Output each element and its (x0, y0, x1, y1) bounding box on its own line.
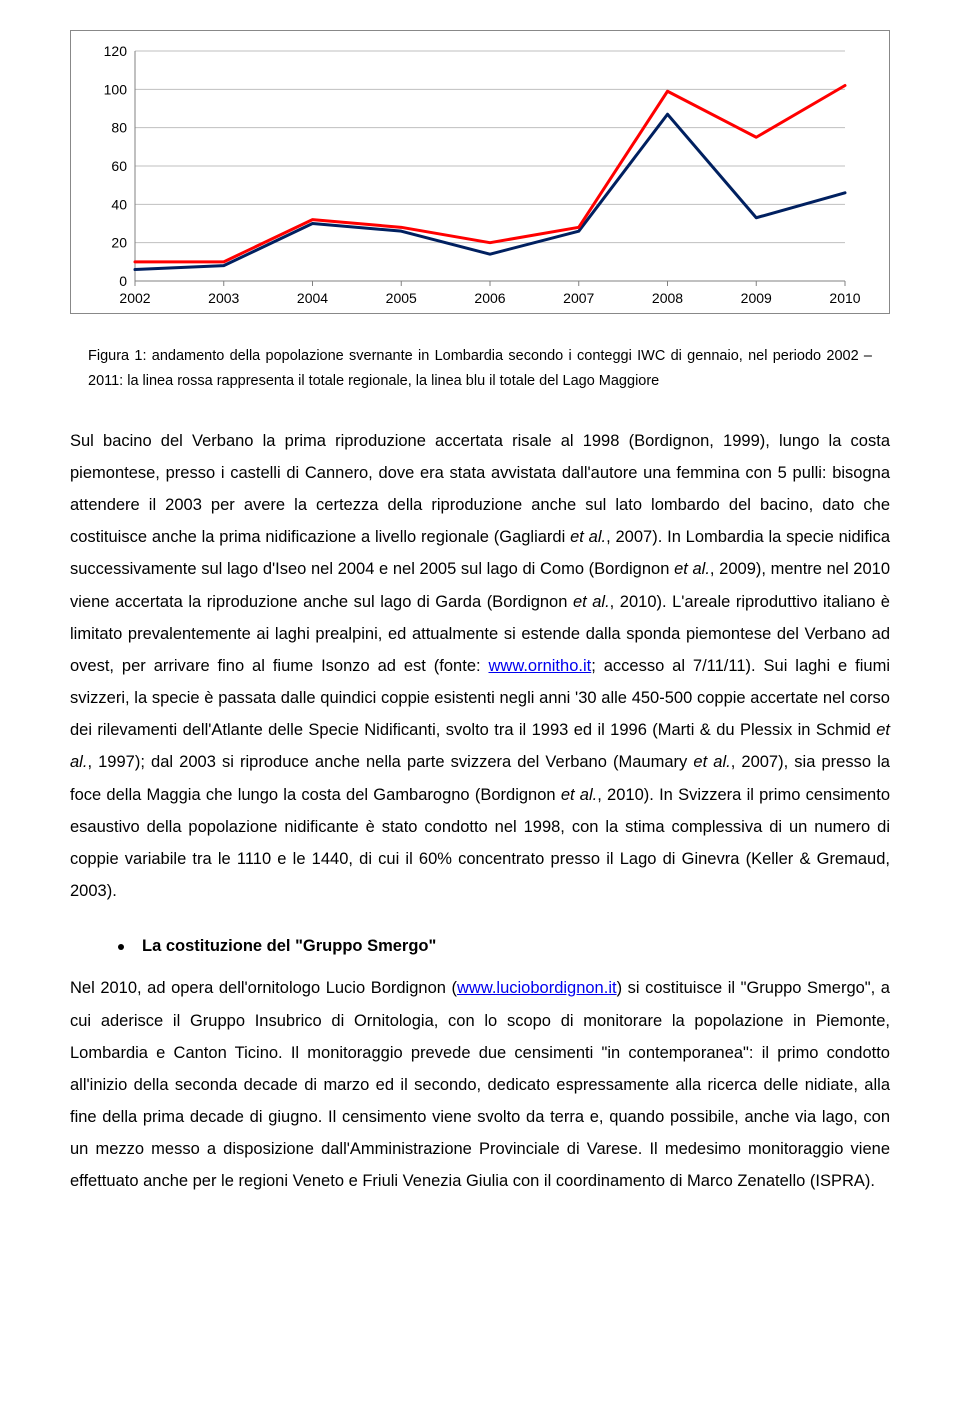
svg-text:2008: 2008 (652, 290, 683, 306)
section-title-text: La costituzione del "Gruppo Smergo" (142, 937, 436, 956)
svg-text:100: 100 (104, 81, 128, 97)
bullet-icon (118, 944, 124, 950)
line-chart: 0 20 40 60 80 100 120 2002 2003 2004 2005 2006 2007 2… (81, 41, 869, 311)
figure-caption: Figura 1: andamento della popolazione sv… (88, 344, 872, 395)
text-italic: et al. (561, 786, 597, 804)
text-run: , 1997); dal 2003 si riproduce anche nel… (87, 753, 693, 771)
figure-label: Figura 1 (88, 348, 142, 364)
text-run: ) si costituisce il "Gruppo Smergo", a c… (70, 979, 890, 1190)
ornitho-link[interactable]: www.ornitho.it (489, 657, 592, 675)
svg-text:80: 80 (111, 120, 127, 136)
svg-text:20: 20 (111, 235, 127, 251)
luciobordignon-link[interactable]: www.luciobordignon.it (457, 979, 617, 997)
svg-text:2002: 2002 (119, 290, 150, 306)
text-italic: et al. (570, 528, 606, 546)
svg-text:40: 40 (111, 196, 127, 212)
svg-text:2009: 2009 (741, 290, 772, 306)
chart-box: 0 20 40 60 80 100 120 2002 2003 2004 2005 2006 2007 2… (70, 30, 890, 314)
svg-text:60: 60 (111, 158, 127, 174)
chart-container: 0 20 40 60 80 100 120 2002 2003 2004 2005 2006 2007 2… (70, 30, 890, 314)
body-paragraph-1: Sul bacino del Verbano la prima riproduz… (70, 425, 890, 908)
svg-text:2006: 2006 (474, 290, 505, 306)
text-italic: et al. (674, 560, 710, 578)
svg-text:2004: 2004 (297, 290, 328, 306)
body-paragraph-2: Nel 2010, ad opera dell'ornitologo Lucio… (70, 972, 890, 1197)
svg-text:2003: 2003 (208, 290, 239, 306)
text-italic: et al. (573, 593, 610, 611)
text-run: Nel 2010, ad opera dell'ornitologo Lucio… (70, 979, 457, 997)
section-heading: La costituzione del "Gruppo Smergo" (118, 937, 890, 956)
svg-text:2005: 2005 (386, 290, 417, 306)
svg-text:0: 0 (119, 273, 127, 289)
svg-text:120: 120 (104, 43, 128, 59)
svg-text:2007: 2007 (563, 290, 594, 306)
text-italic: et al. (693, 753, 730, 771)
figure-caption-text: : andamento della popolazione svernante … (88, 348, 872, 389)
svg-text:2010: 2010 (829, 290, 860, 306)
